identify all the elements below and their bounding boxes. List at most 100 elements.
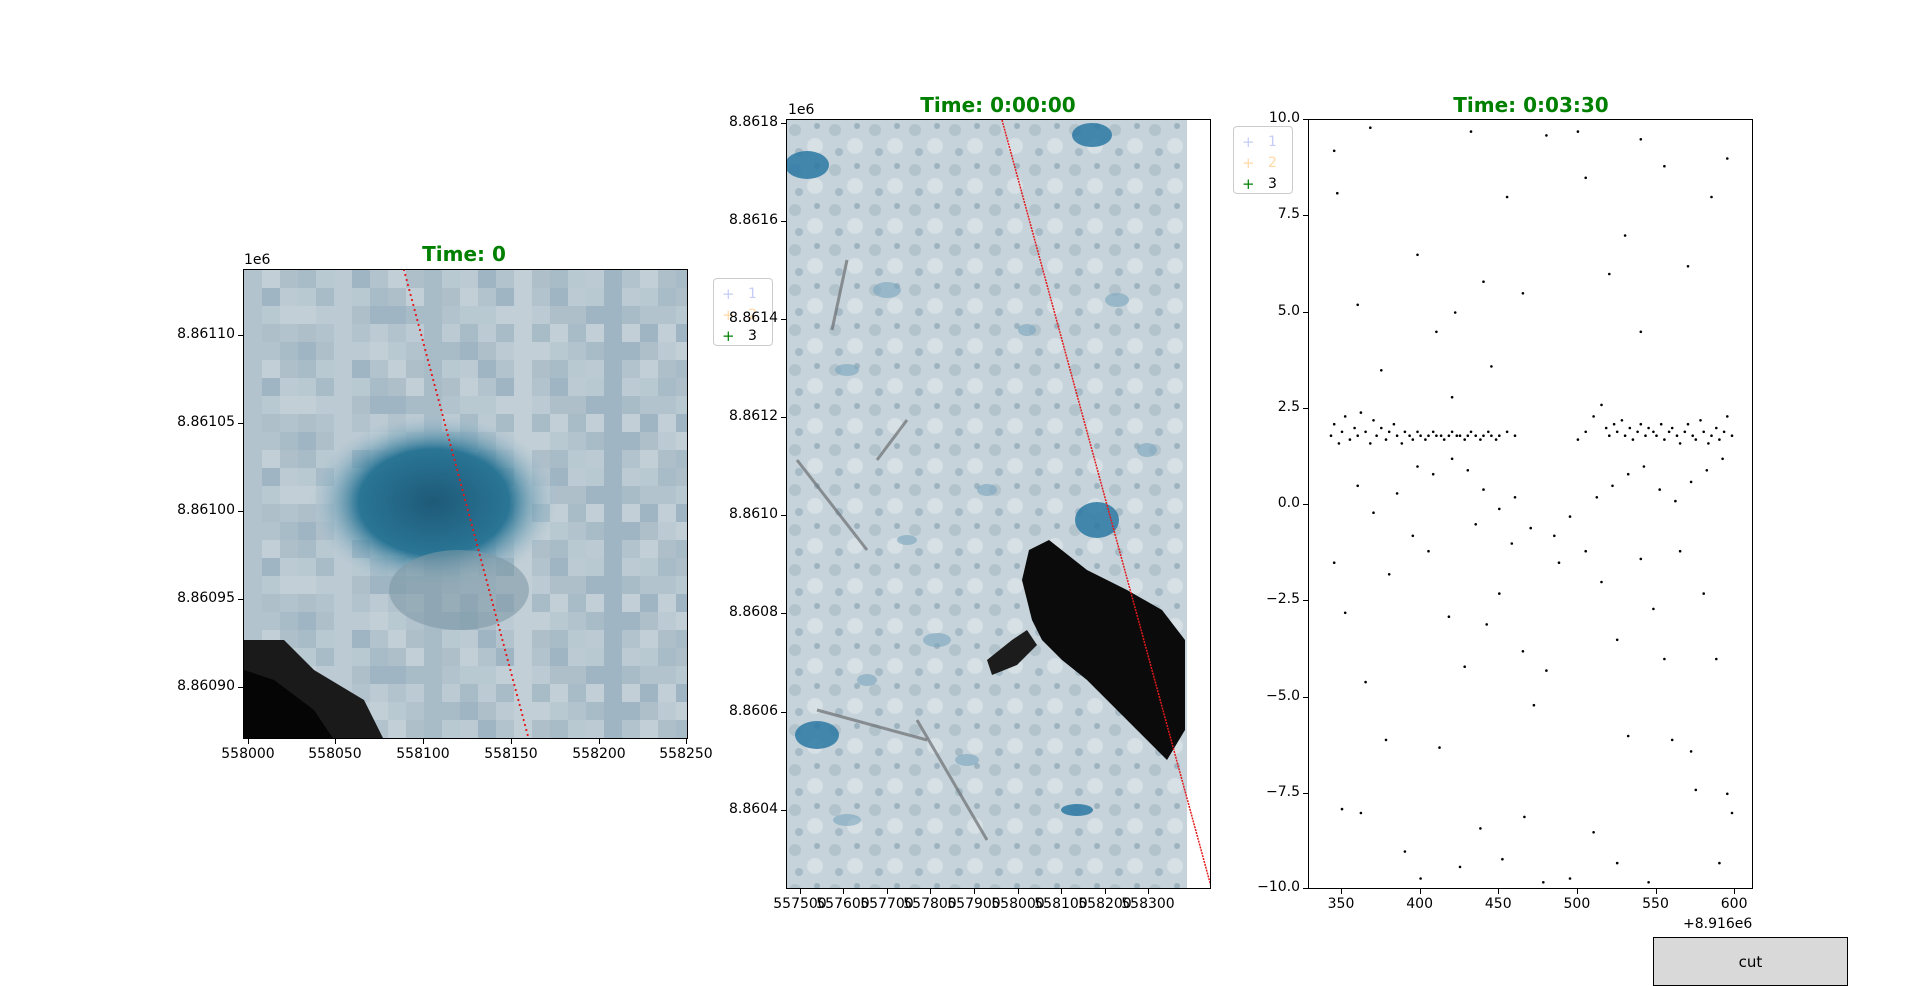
scatter-point [1419,434,1422,437]
track-point [457,474,459,476]
right-panel-title: Time: 0:03:30 [1453,93,1608,117]
scatter-point [1498,434,1501,437]
scatter-axes[interactable] [1308,119,1753,889]
right-y-tick-mark [1303,793,1308,794]
scatter-point [1577,438,1580,441]
track-point [512,679,514,681]
scatter-point [1440,434,1443,437]
scatter-point [1467,469,1470,472]
track-point [471,524,473,526]
middle-y-tick-mark [781,613,786,614]
legend-entry-1: +1 [722,283,764,304]
left-x-tick-mark [335,739,336,744]
left-y-tick-mark [238,511,243,512]
scatter-point [1584,431,1587,434]
scatter-point [1668,431,1671,434]
middle-x-tick-mark [1105,889,1106,894]
scatter-point [1600,404,1603,407]
scatter-point [1723,431,1726,434]
scatter-point [1616,639,1619,642]
scatter-plot [1309,120,1753,889]
scatter-point [1676,434,1679,437]
scatter-point [1627,735,1630,738]
scatter-point [1691,434,1694,437]
left-y-tick-mark [238,599,243,600]
left-y-tick-mark [238,423,243,424]
track-point [404,274,406,276]
melt-pond [1075,502,1119,538]
scatter-point [1375,434,1378,437]
melt-pond [1061,804,1093,816]
scatter-point [1624,234,1627,237]
track-point [447,434,449,436]
track-point [499,629,501,631]
left-image-axes[interactable] [243,269,688,739]
track-point [461,489,463,491]
scatter-point [1501,858,1504,861]
right-x-tick-mark [1341,889,1342,894]
scatter-point [1498,592,1501,595]
scatter-point [1658,488,1661,491]
scatter-point [1640,558,1643,561]
melt-pond [835,364,859,376]
scatter-point [1679,442,1682,445]
scatter-point [1660,423,1663,426]
left-x-tick-mark [248,739,249,744]
middle-x-tick-mark [930,889,931,894]
left-y-tick-label: 8.86100 [177,502,235,518]
cut-button[interactable]: cut [1653,937,1848,986]
scatter-point [1663,438,1666,441]
scatter-point [1456,434,1459,437]
track-point [507,659,509,661]
scatter-point [1640,331,1643,334]
scatter-point [1479,438,1482,441]
melt-pond [1072,123,1112,147]
scatter-point [1577,130,1580,133]
middle-image-axes[interactable] [786,119,1211,889]
left-x-tick-mark [423,739,424,744]
middle-y-tick-label: 8.8618 [729,114,778,130]
right-y-tick-mark [1303,119,1308,120]
track-point [503,644,505,646]
left-y-tick-label: 8.86110 [177,326,235,342]
middle-y-tick-label: 8.8610 [729,506,778,522]
middle-y-tick-mark [781,123,786,124]
scatter-point [1706,469,1709,472]
scatter-point [1514,434,1517,437]
scatter-point [1490,365,1493,368]
scatter-point [1605,427,1608,430]
scatter-point [1584,177,1587,180]
scatter-point [1356,434,1359,437]
scatter-point [1553,535,1556,538]
scatter-point [1470,431,1473,434]
scatter-point [1490,434,1493,437]
track-point [407,284,409,286]
scatter-point [1344,612,1347,615]
scatter-point [1715,658,1718,661]
scatter-point [1333,423,1336,426]
scatter-point [1721,458,1724,461]
scatter-point [1616,431,1619,434]
track-point [406,279,408,281]
middle-y-tick-mark [781,417,786,418]
right-y-tick-mark [1303,312,1308,313]
middle-y-offset-label: 1e6 [788,102,814,118]
left-x-tick-label: 558050 [308,746,361,762]
middle-x-tick-mark [974,889,975,894]
scatter-point [1671,739,1674,742]
scatter-point [1652,431,1655,434]
legend-entry-2: +2 [1242,152,1284,173]
scatter-point [1416,431,1419,434]
right-y-tick-label: 2.5 [1278,399,1300,415]
track-point [464,499,466,501]
track-point [437,399,439,401]
scatter-point [1511,542,1514,545]
scatter-point [1523,816,1526,819]
right-y-tick-label: 0.0 [1278,495,1300,511]
scatter-point [1498,508,1501,511]
left-panel-title: Time: 0 [422,242,506,266]
scatter-point [1647,881,1650,884]
track-point [496,619,498,621]
track-point [451,449,453,451]
left-y-tick-label: 8.86105 [177,414,235,430]
